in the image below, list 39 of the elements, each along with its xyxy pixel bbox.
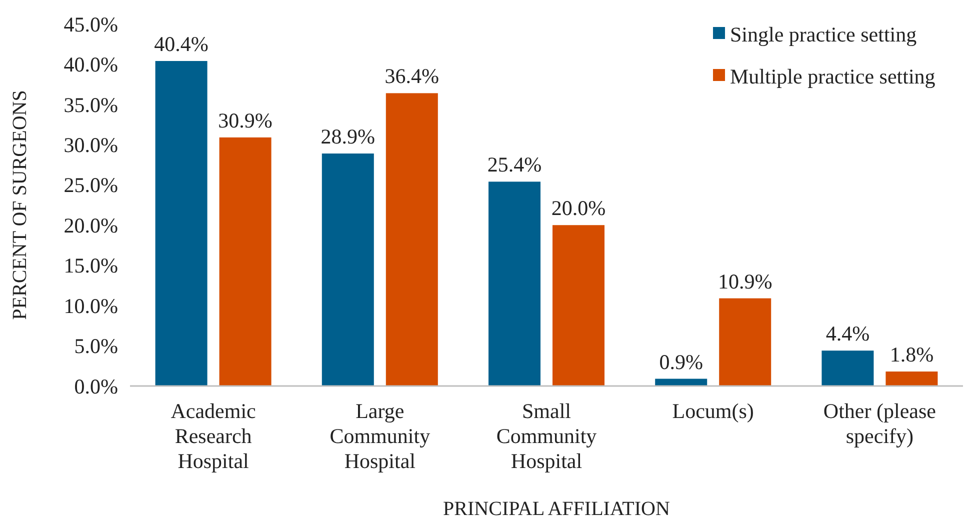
bar: [488, 182, 540, 386]
x-tick-label: Large Community Hospital: [330, 399, 431, 473]
bar: [822, 350, 874, 386]
bar: [552, 225, 604, 386]
y-tick-label: 20.0%: [64, 213, 118, 238]
bar: [386, 93, 438, 386]
x-tick-label: Locum(s): [672, 399, 754, 423]
bar: [219, 137, 272, 386]
data-label: 0.9%: [659, 350, 703, 374]
bar: [719, 298, 772, 386]
y-tick-label: 25.0%: [64, 173, 118, 198]
data-label: 25.4%: [487, 152, 542, 177]
y-tick-label: 5.0%: [74, 334, 118, 358]
data-label: 36.4%: [384, 64, 440, 88]
y-tick-label: 45.0%: [64, 12, 118, 36]
legend-label: Multiple practice setting: [730, 64, 936, 88]
data-label: 1.8%: [890, 342, 934, 367]
data-label: 28.9%: [320, 124, 376, 149]
y-tick-label: 15.0%: [64, 254, 118, 278]
y-tick-label: 30.0%: [64, 133, 118, 158]
x-tick-label: Other (please specify): [823, 399, 936, 448]
bar: [886, 372, 938, 386]
x-tick-label: Academic Research Hospital: [170, 399, 256, 473]
y-tick-label: 35.0%: [64, 92, 118, 117]
y-tick-label: 40.0%: [64, 52, 118, 77]
y-axis-title: PERCENT OF SURGEONS: [9, 90, 31, 320]
data-label: 20.0%: [551, 196, 606, 220]
x-tick-label: Small Community Hospital: [496, 399, 598, 473]
data-label: 40.4%: [154, 32, 208, 56]
x-axis-title: PRINCIPAL AFFILIATION: [443, 498, 670, 520]
legend-label: Single practice setting: [730, 22, 918, 46]
y-tick-label: 0.0%: [74, 374, 118, 398]
bar: [155, 61, 208, 386]
y-tick-label: 10.0%: [64, 294, 118, 318]
data-label: 10.9%: [718, 269, 772, 294]
bar: [655, 378, 708, 386]
bar: [322, 154, 374, 386]
data-label: 4.4%: [826, 322, 870, 346]
data-label: 30.9%: [218, 108, 272, 132]
